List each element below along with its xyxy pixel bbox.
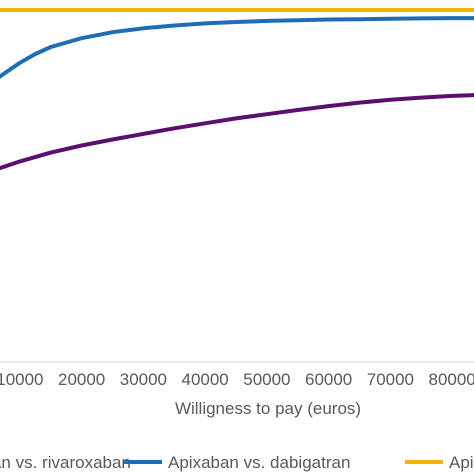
legend-item-dabigatran: Apixaban vs. dabigatran <box>124 453 350 472</box>
x-axis: 10000 20000 30000 40000 50000 60000 70000 80000 <box>0 361 474 389</box>
x-tick-label: 80000 <box>428 370 474 389</box>
x-tick-label: 50000 <box>243 370 290 389</box>
x-tick-label: 10000 <box>0 370 44 389</box>
legend: Apixaban vs. rivaroxaban Apixaban vs. dab… <box>0 453 474 472</box>
series-line-dabigatran <box>0 16 474 79</box>
legend-label: Apixaban vs. warfarin <box>449 453 474 472</box>
x-axis-title: Willigness to pay (euros) <box>175 399 361 418</box>
x-tick-label: 30000 <box>120 370 167 389</box>
legend-label: Apixaban vs. rivaroxaban <box>0 453 131 472</box>
x-tick-label: 20000 <box>58 370 105 389</box>
legend-label: Apixaban vs. dabigatran <box>168 453 350 472</box>
plot-area <box>0 8 474 171</box>
legend-item-warfarin: Apixaban vs. warfarin <box>405 453 474 472</box>
x-tick-label: 40000 <box>181 370 228 389</box>
x-tick-label: 60000 <box>305 370 352 389</box>
series-line-rivaroxaban <box>0 93 474 171</box>
x-tick-label: 70000 <box>367 370 414 389</box>
legend-item-rivaroxaban: Apixaban vs. rivaroxaban <box>0 453 131 472</box>
